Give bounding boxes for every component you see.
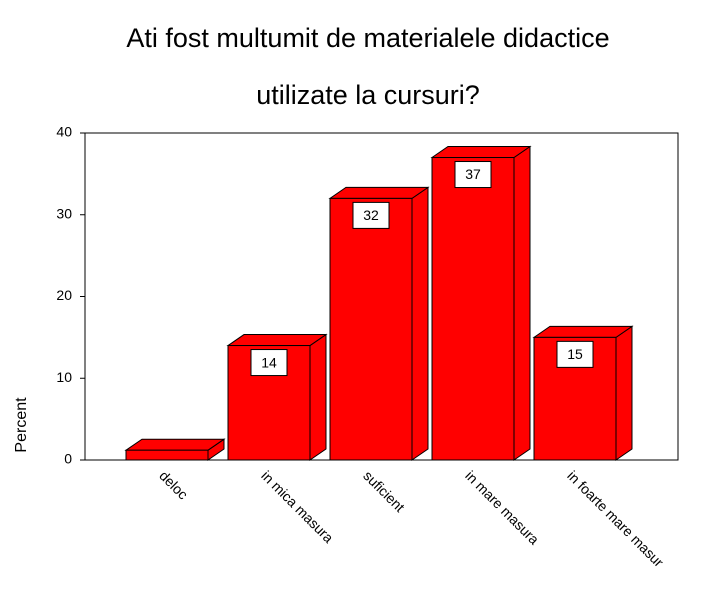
value-label: 14 — [261, 354, 277, 370]
bar-side — [411, 186, 429, 461]
x-tick-label: in mica masura — [258, 467, 337, 546]
bar-top — [328, 186, 430, 199]
value-label-box — [556, 340, 594, 368]
x-tick-label: in foarte mare masur — [564, 467, 667, 570]
bar-side — [513, 145, 531, 461]
value-label-box — [352, 201, 390, 229]
y-tick-label: 10 — [56, 369, 72, 385]
y-tick-label: 20 — [56, 287, 72, 303]
bar-top — [532, 325, 634, 338]
chart-title: Ati fost multumit de materialele didacti… — [126, 23, 609, 53]
y-tick-label: 0 — [64, 451, 72, 467]
bar-top — [430, 146, 532, 159]
value-label: 15 — [567, 346, 583, 362]
bar-side — [615, 325, 633, 461]
bar — [329, 197, 413, 461]
bar-top — [124, 438, 226, 451]
value-label-box — [454, 161, 492, 189]
value-label-box — [250, 349, 288, 377]
x-tick-label: suficient — [360, 467, 408, 515]
y-tick-label: 30 — [56, 205, 72, 221]
value-label: 32 — [363, 207, 379, 223]
x-tick-label: in mare masura — [462, 467, 542, 547]
bar — [431, 157, 515, 461]
y-tick-label: 40 — [56, 124, 72, 140]
value-label: 37 — [465, 166, 481, 182]
bar — [125, 449, 209, 461]
bar-top — [226, 334, 328, 347]
y-axis-label: Percent — [13, 397, 30, 453]
chart-title: utilizate la cursuri? — [256, 80, 480, 110]
x-tick-label: deloc — [156, 467, 191, 502]
bar-side — [309, 333, 327, 461]
